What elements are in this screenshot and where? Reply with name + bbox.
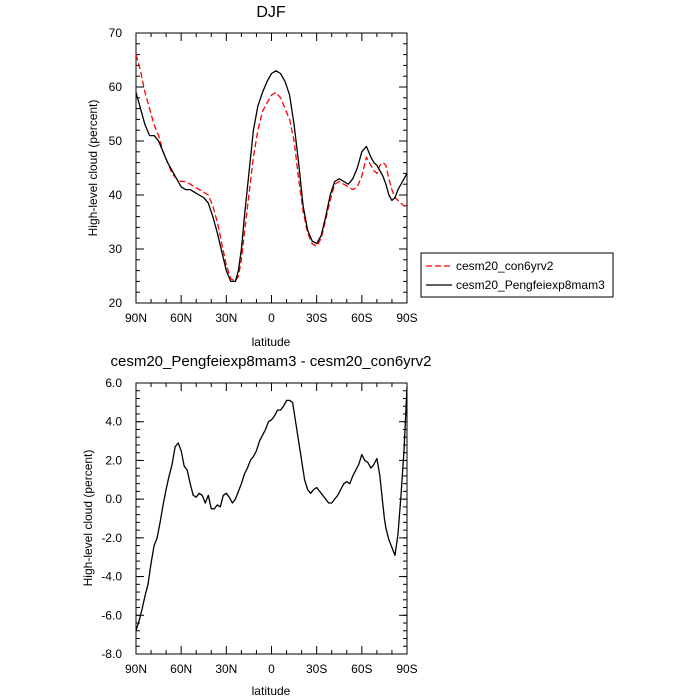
panel-top: DJF 90N 60N 30N 0 30S 60S 90S 20 30 40 50 60 70 lat… [86,4,614,349]
legend-label-con6yrv2: cesm20_con6yrv2 [456,259,554,273]
bottom-y-axis-label: High-level cloud (percent) [81,450,95,587]
bottom-x-tick-label: 60N [170,662,192,676]
bottom-y-tick-label: 4.0 [105,415,122,429]
bottom-x-tick-label: 60S [351,662,372,676]
bottom-y-tick-label: 2.0 [105,453,122,467]
top-y-tick-label: 20 [109,296,123,310]
top-x-tick-label: 0 [268,311,275,325]
top-x-tick-label: 30S [306,311,327,325]
top-y-tick-labels: 20 30 40 50 60 70 [109,26,123,310]
bottom-plot-frame [135,382,408,655]
top-x-axis-label: latitude [252,335,291,349]
top-x-tick-label: 60N [170,311,192,325]
bottom-series-line-0 [135,386,408,631]
top-y-tick-label: 40 [109,188,123,202]
top-y-tick-label: 30 [109,242,123,256]
panel-bottom: cesm20_Pengfeiexp8mam3 - cesm20_con6yrv2… [81,353,432,698]
top-series-line-1 [135,70,408,283]
top-y-axis-label: High-level cloud (percent) [86,100,100,237]
bottom-ticks [135,382,408,655]
bottom-x-tick-label: 30S [306,662,327,676]
top-x-tick-labels: 90N 60N 30N 0 30S 60S 90S [125,311,418,325]
bottom-x-tick-label: 90N [125,662,147,676]
bottom-chart-title: cesm20_Pengfeiexp8mam3 - cesm20_con6yrv2 [111,353,432,370]
bottom-x-axis-label: latitude [252,684,291,698]
bottom-y-tick-label: 6.0 [105,376,122,390]
top-x-tick-label: 60S [351,311,372,325]
top-x-tick-label: 30N [215,311,237,325]
top-y-tick-label: 50 [109,134,123,148]
bottom-y-tick-labels: -8.0 -6.0 -4.0 -2.0 0.0 2.0 4.0 6.0 [101,376,122,661]
top-x-tick-label: 90N [125,311,147,325]
bottom-y-tick-label: -8.0 [101,647,122,661]
bottom-x-tick-label: 30N [215,662,237,676]
bottom-y-tick-label: 0.0 [105,492,122,506]
top-chart-title: DJF [256,4,286,21]
bottom-series-lines [135,386,408,631]
top-y-tick-label: 70 [109,26,123,40]
top-y-tick-label: 60 [109,80,123,94]
bottom-x-tick-label: 0 [268,662,275,676]
bottom-x-tick-label: 90S [396,662,417,676]
bottom-x-tick-labels: 90N 60N 30N 0 30S 60S 90S [125,662,418,676]
top-series-line-0 [135,54,407,283]
top-series-lines [135,54,408,283]
legend: cesm20_con6yrv2 cesm20_Pengfeiexp8mam3 [420,252,614,298]
bottom-y-tick-label: -6.0 [101,608,122,622]
legend-box [420,252,614,298]
bottom-y-tick-label: -4.0 [101,570,122,584]
bottom-y-tick-label: -2.0 [101,531,122,545]
top-x-tick-label: 90S [396,311,417,325]
top-ticks [135,32,408,304]
legend-label-pengfei: cesm20_Pengfeiexp8mam3 [456,278,605,292]
